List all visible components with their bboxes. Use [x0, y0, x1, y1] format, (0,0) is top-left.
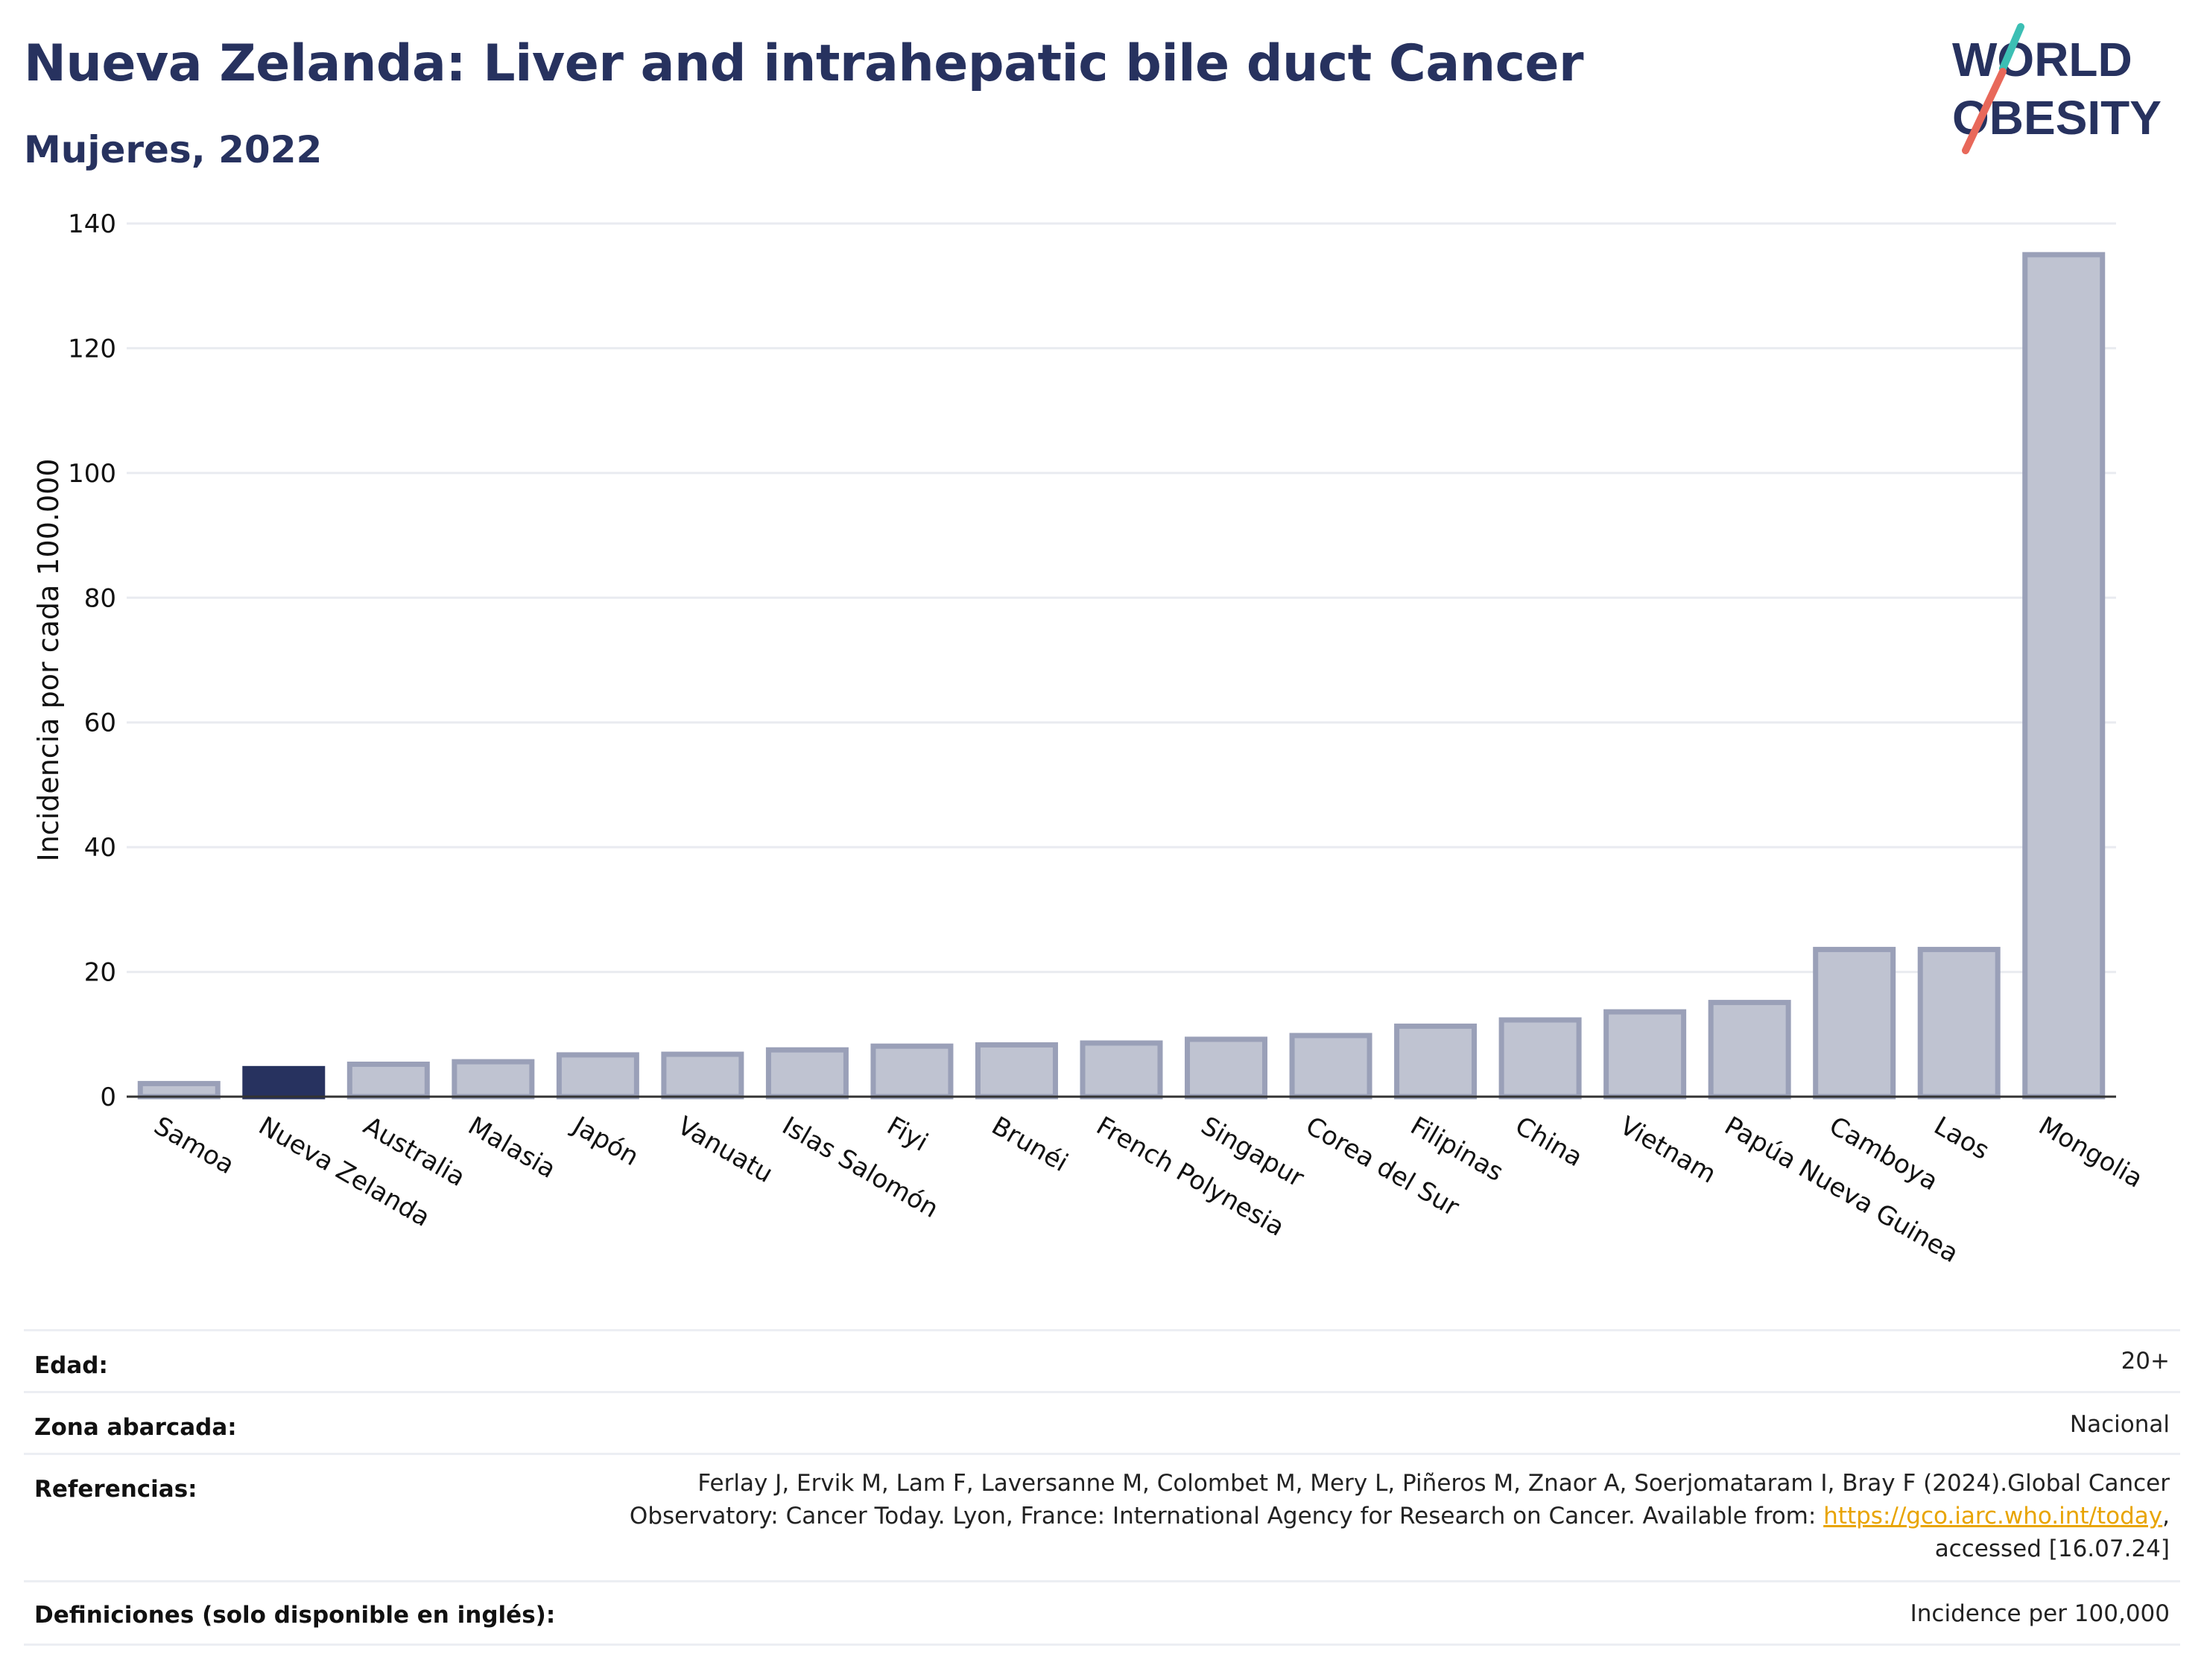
logo-teal-stroke — [1999, 23, 2024, 72]
x-tick-label: Brunéi — [987, 1111, 1073, 1178]
references-value: Ferlay J, Ervik M, Lam F, Laversanne M, … — [630, 1467, 2170, 1565]
area-label: Zona abarcada: — [34, 1414, 237, 1441]
y-tick-label: 40 — [84, 833, 116, 863]
references-line-2: Observatory: Cancer Today. Lyon, France:… — [629, 1503, 2170, 1530]
page-subtitle: Mujeres, 2022 — [24, 128, 323, 171]
bar — [452, 1059, 535, 1100]
bar — [765, 1047, 849, 1100]
y-axis-title: Incidencia por cada 100.000 — [32, 458, 65, 861]
y-tick-label: 0 — [100, 1083, 116, 1112]
x-tick-label: Japón — [566, 1110, 644, 1172]
bar — [1498, 1017, 1582, 1100]
x-tick-label: Laos — [1929, 1111, 1995, 1166]
page-title: Nueva Zelanda: Liver and intrahepatic bi… — [24, 34, 1584, 93]
y-tick-label: 60 — [84, 709, 116, 738]
bar — [870, 1043, 954, 1100]
y-tick-label: 100 — [68, 459, 116, 489]
x-tick-label: Fiyi — [881, 1111, 933, 1158]
y-tick-label: 20 — [84, 958, 116, 988]
bar — [1813, 946, 1896, 1100]
references-link[interactable]: https://gco.iarc.who.int/today — [1823, 1503, 2163, 1530]
bar — [137, 1080, 221, 1100]
y-tick-labels: 0 20 40 60 80 100 120 140 — [68, 209, 116, 1112]
x-tick-label: Mongolia — [2033, 1111, 2147, 1194]
bar — [1080, 1040, 1163, 1100]
x-tick-label: Samoa — [149, 1111, 239, 1180]
meta-row-references: Referencias: Ferlay J, Ervik M, Lam F, L… — [24, 1453, 2180, 1580]
bar — [1394, 1023, 1478, 1100]
x-tick-label: China — [1510, 1111, 1588, 1173]
bar — [2022, 252, 2106, 1100]
x-tick-label: Nueva Zelanda — [253, 1111, 435, 1233]
logo-red-stroke — [1962, 68, 2007, 154]
references-line-1: Ferlay J, Ervik M, Lam F, Laversanne M, … — [697, 1470, 2170, 1497]
references-line-3: accessed [16.07.24] — [1934, 1535, 2170, 1562]
references-label: Referencias: — [34, 1476, 197, 1503]
meta-row-age: Edad: 20+ — [24, 1329, 2180, 1391]
bar — [1708, 1000, 1791, 1100]
y-tick-label: 140 — [68, 209, 116, 239]
bar — [975, 1042, 1058, 1100]
meta-row-definitions: Definiciones (solo disponible en inglés)… — [24, 1580, 2180, 1646]
bar — [346, 1061, 430, 1100]
bar — [1917, 946, 2001, 1100]
y-tick-label: 80 — [84, 583, 116, 613]
bars — [127, 252, 2116, 1100]
definitions-label: Definiciones (solo disponible en inglés)… — [34, 1602, 556, 1629]
bar — [1289, 1033, 1372, 1100]
meta-row-area: Zona abarcada: Nacional — [24, 1391, 2180, 1453]
x-tick-label: French Polynesia — [1092, 1111, 1290, 1243]
gridlines — [127, 222, 2116, 974]
bar — [661, 1051, 744, 1100]
area-value: Nacional — [2069, 1411, 2170, 1438]
world-obesity-logo: WORLD OBESITY — [1952, 23, 2162, 154]
definitions-value: Incidence per 100,000 — [1910, 1600, 2170, 1627]
y-tick-label: 120 — [68, 334, 116, 364]
x-tick-label: Malasia — [463, 1111, 560, 1185]
bar — [1603, 1009, 1687, 1100]
bar-chart: 0 20 40 60 80 100 120 140 Samoa Nueva ZelandaAus… — [32, 209, 2148, 1269]
bar — [1185, 1036, 1268, 1100]
x-tick-label: Vanuatu — [672, 1111, 777, 1189]
logo-line-1: WORLD — [1952, 33, 2132, 86]
age-label: Edad: — [34, 1352, 108, 1379]
bar — [242, 1065, 326, 1100]
bar — [556, 1052, 639, 1100]
age-value: 20+ — [2121, 1348, 2170, 1375]
x-tick-label: Vietnam — [1615, 1111, 1721, 1190]
metadata-table: Edad: 20+ Zona abarcada: Nacional Refere… — [24, 1329, 2180, 1646]
